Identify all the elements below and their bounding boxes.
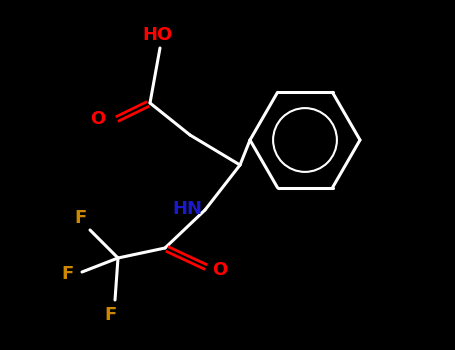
- Text: F: F: [75, 209, 87, 227]
- Text: O: O: [212, 261, 227, 279]
- Text: F: F: [105, 306, 117, 324]
- Text: HN: HN: [172, 200, 202, 218]
- Text: O: O: [90, 110, 105, 128]
- Text: HO: HO: [143, 26, 173, 44]
- Text: F: F: [62, 265, 74, 283]
